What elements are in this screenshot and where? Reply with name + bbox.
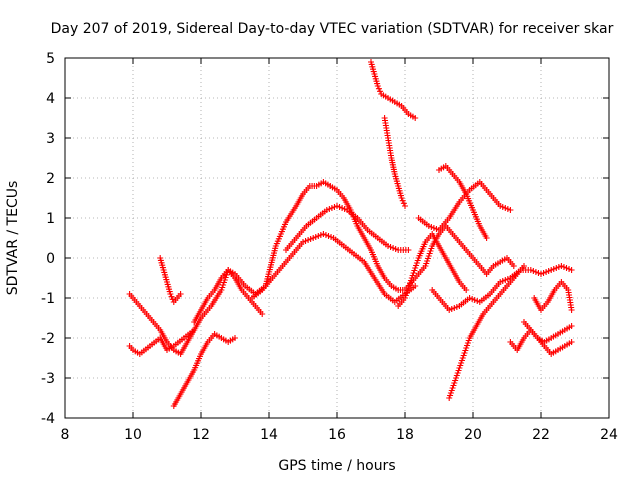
- y-tick-label: 1: [46, 211, 55, 227]
- data-point: [510, 263, 517, 269]
- x-tick-label: 18: [396, 427, 414, 443]
- y-tick-labels: -4 -3 -2 -1 0 1 2 3 4 5: [41, 51, 55, 427]
- data-point: [323, 207, 330, 213]
- y-tick-label: 3: [46, 131, 55, 147]
- data-points: [126, 59, 575, 409]
- series-arc12: [521, 319, 575, 345]
- data-point: [191, 327, 198, 333]
- data-point: [568, 323, 575, 329]
- data-point: [543, 269, 550, 275]
- y-tick-label: 0: [46, 251, 55, 267]
- x-tick-label: 22: [532, 427, 550, 443]
- data-point: [412, 115, 419, 121]
- x-tick-label: 24: [600, 427, 618, 443]
- series-arc18: [395, 231, 470, 309]
- series-arc4: [283, 203, 412, 253]
- data-point: [168, 293, 175, 300]
- data-point: [568, 307, 575, 313]
- x-axis-label: GPS time / hours: [278, 458, 395, 474]
- data-point: [555, 264, 562, 270]
- chart-title: Day 207 of 2019, Sidereal Day-to-day VTE…: [51, 21, 614, 37]
- data-point: [377, 88, 384, 95]
- x-tick-label: 14: [260, 427, 278, 443]
- data-point: [336, 204, 343, 210]
- y-axis-label: SDTVAR / TECUs: [5, 181, 21, 296]
- data-point: [177, 291, 184, 297]
- x-tick-labels: 8 10 12 14 16 18 20 22 24: [61, 427, 618, 443]
- series-arc6: [381, 115, 408, 209]
- data-point: [405, 247, 412, 253]
- data-point: [302, 238, 309, 244]
- series-arc16: [170, 331, 238, 409]
- y-tick-label: -4: [41, 411, 55, 427]
- data-point: [402, 203, 408, 209]
- data-point: [521, 263, 527, 269]
- data-point: [502, 205, 509, 211]
- data-point: [259, 311, 266, 317]
- x-tick-label: 20: [464, 427, 482, 443]
- x-tick-label: 12: [192, 427, 210, 443]
- data-point: [392, 246, 399, 252]
- data-point: [169, 296, 176, 303]
- y-tick-label: -3: [41, 371, 55, 387]
- data-point: [374, 83, 381, 89]
- data-point: [425, 223, 432, 229]
- series-arc15: [157, 255, 184, 305]
- series-arc17: [191, 267, 266, 325]
- data-point: [328, 234, 335, 240]
- series-arc8: [436, 163, 490, 241]
- x-tick-label: 8: [61, 427, 70, 443]
- data-point: [430, 225, 437, 231]
- data-point: [375, 85, 382, 92]
- data-point: [320, 231, 327, 237]
- data-point: [387, 244, 394, 250]
- x-tick-label: 16: [328, 427, 346, 443]
- data-point: [507, 207, 514, 213]
- data-point: [399, 197, 406, 204]
- y-tick-label: -2: [41, 331, 55, 347]
- series-arc10: [446, 263, 527, 401]
- data-point: [463, 287, 470, 293]
- data-point: [530, 268, 537, 274]
- data-point: [167, 291, 174, 297]
- data-point: [398, 195, 405, 201]
- series-arc9: [429, 263, 575, 313]
- y-tick-label: -1: [41, 291, 55, 307]
- data-point: [469, 296, 476, 302]
- y-tick-label: 5: [46, 51, 55, 67]
- plot-frame: [64, 57, 610, 419]
- data-point: [328, 205, 335, 211]
- y-tick-label: 4: [46, 91, 55, 107]
- series-arc14: [126, 291, 198, 357]
- data-point: [502, 277, 509, 283]
- data-point: [568, 339, 575, 345]
- data-point: [232, 335, 238, 341]
- data-point: [483, 235, 490, 241]
- data-point: [400, 200, 407, 207]
- series-arc3: [249, 231, 419, 305]
- x-tick-label: 10: [124, 427, 142, 443]
- grid: [65, 58, 609, 418]
- data-point: [412, 283, 419, 289]
- data-point: [568, 267, 575, 273]
- data-point: [315, 233, 322, 239]
- y-tick-label: 2: [46, 171, 55, 187]
- data-point: [341, 206, 348, 212]
- series-arc5: [368, 59, 419, 121]
- series-arc13: [531, 279, 575, 313]
- data-point: [307, 236, 314, 242]
- series-arc7: [415, 179, 514, 233]
- data-point: [451, 305, 458, 311]
